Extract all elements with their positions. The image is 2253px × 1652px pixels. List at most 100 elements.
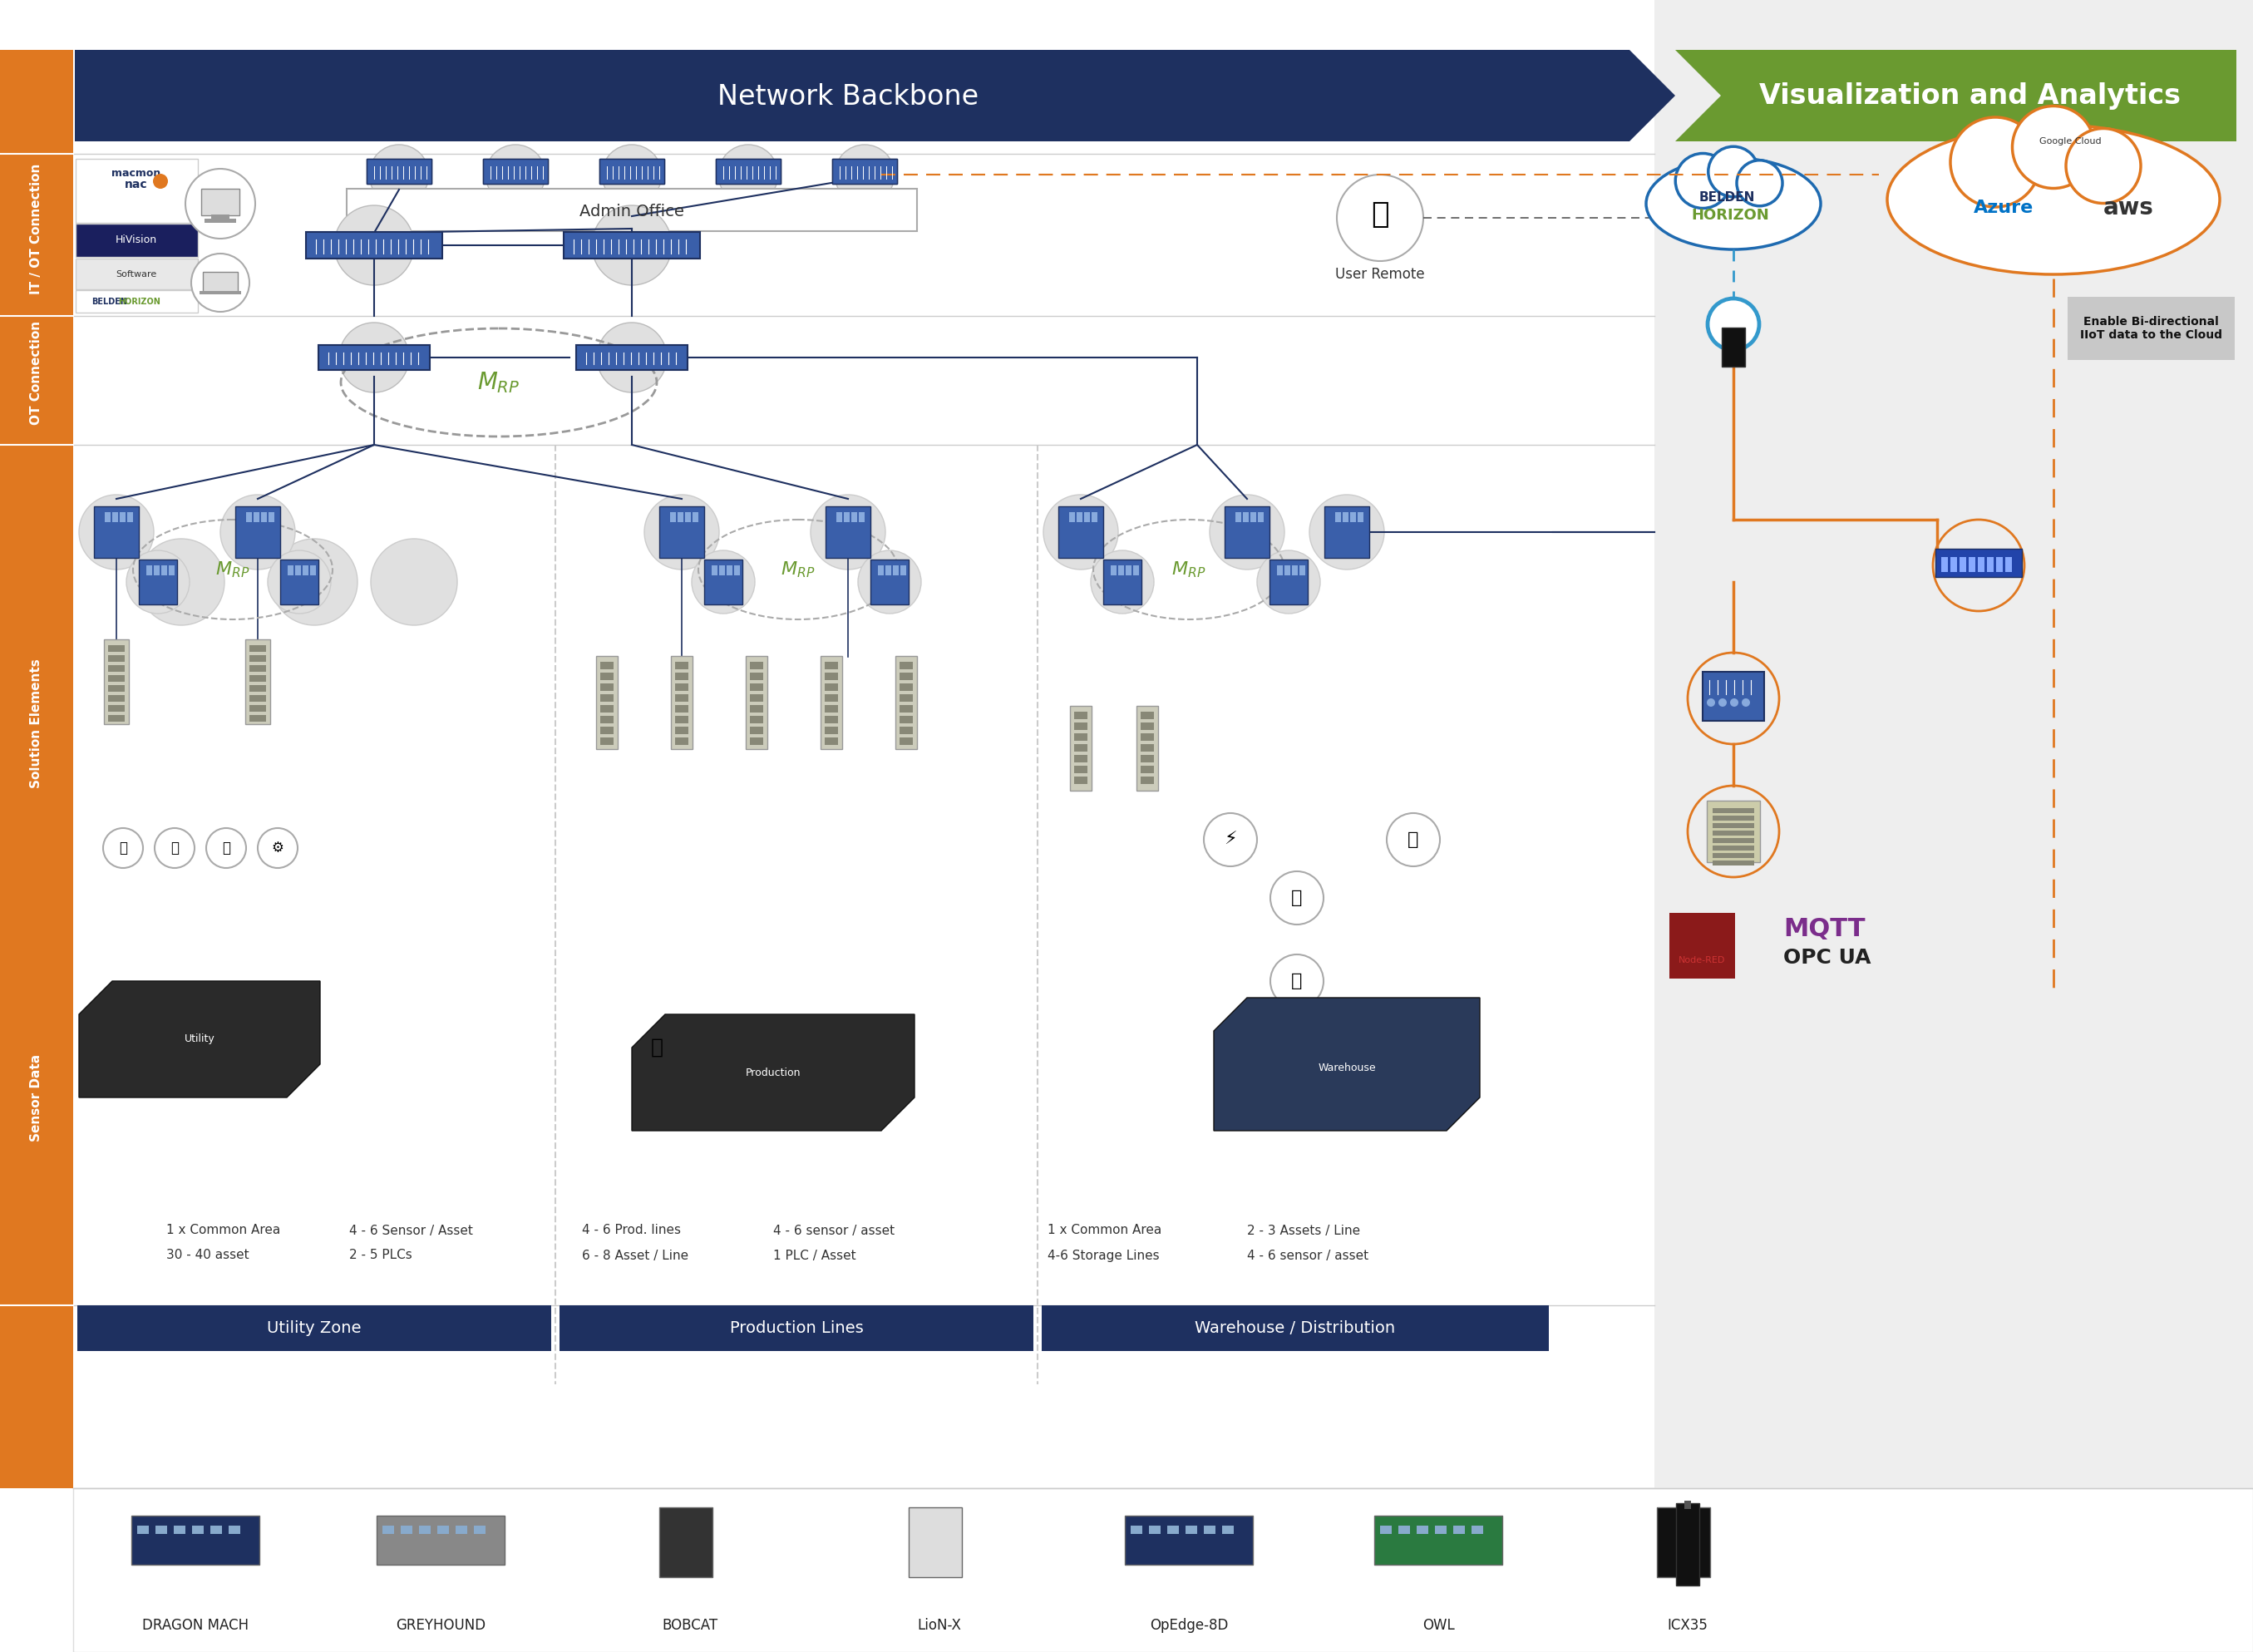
FancyBboxPatch shape	[899, 705, 912, 712]
FancyBboxPatch shape	[750, 694, 764, 702]
FancyBboxPatch shape	[250, 695, 266, 702]
FancyBboxPatch shape	[108, 695, 124, 702]
Circle shape	[207, 828, 246, 867]
FancyBboxPatch shape	[1359, 512, 1363, 522]
FancyBboxPatch shape	[1969, 557, 1976, 572]
FancyBboxPatch shape	[599, 684, 613, 691]
FancyBboxPatch shape	[899, 694, 912, 702]
FancyBboxPatch shape	[203, 273, 239, 292]
FancyBboxPatch shape	[1712, 816, 1755, 821]
Text: OT Connection: OT Connection	[29, 320, 43, 425]
FancyBboxPatch shape	[660, 1507, 712, 1578]
FancyBboxPatch shape	[104, 639, 128, 724]
Text: Software: Software	[115, 271, 158, 279]
FancyBboxPatch shape	[599, 727, 613, 733]
Text: 1 x Common Area: 1 x Common Area	[1048, 1224, 1163, 1237]
FancyBboxPatch shape	[1126, 565, 1131, 575]
FancyBboxPatch shape	[836, 512, 843, 522]
FancyBboxPatch shape	[845, 512, 849, 522]
FancyBboxPatch shape	[1075, 722, 1088, 730]
Text: 📡: 📡	[1291, 890, 1302, 907]
Text: 4 - 6 sensor / asset: 4 - 6 sensor / asset	[773, 1224, 894, 1237]
Text: 2 - 5 PLCs: 2 - 5 PLCs	[349, 1249, 412, 1262]
FancyBboxPatch shape	[1167, 1526, 1178, 1535]
FancyBboxPatch shape	[599, 705, 613, 712]
FancyBboxPatch shape	[1140, 776, 1154, 785]
FancyBboxPatch shape	[908, 1507, 962, 1578]
Text: Warehouse: Warehouse	[1318, 1062, 1377, 1074]
Circle shape	[185, 169, 255, 238]
Text: MQTT: MQTT	[1784, 917, 1865, 942]
FancyBboxPatch shape	[676, 662, 689, 669]
FancyBboxPatch shape	[119, 512, 126, 522]
Text: 4 - 6 Sensor / Asset: 4 - 6 Sensor / Asset	[349, 1224, 473, 1237]
FancyBboxPatch shape	[559, 1305, 1034, 1351]
FancyBboxPatch shape	[250, 715, 266, 722]
FancyBboxPatch shape	[746, 656, 768, 748]
Circle shape	[1951, 117, 2041, 206]
FancyBboxPatch shape	[1133, 565, 1140, 575]
Circle shape	[1271, 955, 1323, 1008]
Polygon shape	[74, 50, 1676, 142]
FancyBboxPatch shape	[1960, 557, 1967, 572]
FancyBboxPatch shape	[383, 1526, 394, 1535]
FancyBboxPatch shape	[1075, 755, 1088, 762]
FancyBboxPatch shape	[825, 506, 870, 558]
Text: IT / OT Connection: IT / OT Connection	[29, 164, 43, 294]
FancyBboxPatch shape	[482, 159, 547, 183]
FancyBboxPatch shape	[678, 512, 683, 522]
Text: Warehouse / Distribution: Warehouse / Distribution	[1194, 1320, 1395, 1336]
Circle shape	[2066, 129, 2140, 203]
FancyBboxPatch shape	[692, 512, 698, 522]
Circle shape	[602, 145, 662, 205]
FancyBboxPatch shape	[250, 666, 266, 672]
FancyBboxPatch shape	[894, 656, 917, 748]
FancyBboxPatch shape	[712, 565, 716, 575]
FancyBboxPatch shape	[1996, 557, 2003, 572]
FancyBboxPatch shape	[77, 223, 198, 258]
Text: Sensor Data: Sensor Data	[29, 1054, 43, 1142]
Text: ⚙: ⚙	[273, 841, 284, 856]
Text: Network Backbone: Network Backbone	[716, 83, 978, 111]
FancyBboxPatch shape	[246, 512, 252, 522]
FancyBboxPatch shape	[1712, 823, 1755, 828]
FancyBboxPatch shape	[162, 565, 167, 575]
FancyBboxPatch shape	[1284, 565, 1291, 575]
Text: 1 x Common Area: 1 x Common Area	[167, 1224, 279, 1237]
Circle shape	[597, 322, 667, 393]
Text: GREYHOUND: GREYHOUND	[397, 1617, 487, 1632]
FancyBboxPatch shape	[1712, 861, 1755, 866]
Text: Production Lines: Production Lines	[730, 1320, 863, 1336]
FancyBboxPatch shape	[108, 646, 124, 653]
FancyBboxPatch shape	[1235, 512, 1241, 522]
Circle shape	[1210, 494, 1284, 570]
FancyBboxPatch shape	[0, 50, 72, 1488]
FancyBboxPatch shape	[437, 1526, 448, 1535]
FancyBboxPatch shape	[750, 672, 764, 681]
FancyBboxPatch shape	[77, 259, 198, 289]
Text: HiVision: HiVision	[115, 235, 158, 246]
Circle shape	[644, 494, 719, 570]
Text: HORIZON: HORIZON	[1692, 208, 1769, 223]
Circle shape	[270, 539, 358, 624]
FancyBboxPatch shape	[825, 715, 838, 724]
Polygon shape	[1214, 998, 1480, 1130]
FancyBboxPatch shape	[825, 684, 838, 691]
FancyBboxPatch shape	[1203, 1526, 1214, 1535]
Ellipse shape	[1888, 124, 2219, 274]
Circle shape	[593, 205, 671, 286]
FancyBboxPatch shape	[1244, 512, 1248, 522]
FancyBboxPatch shape	[250, 705, 266, 712]
Circle shape	[104, 828, 142, 867]
Text: Azure: Azure	[1974, 200, 2034, 216]
FancyBboxPatch shape	[288, 565, 293, 575]
Polygon shape	[1676, 50, 2237, 142]
FancyBboxPatch shape	[1676, 1503, 1699, 1586]
FancyBboxPatch shape	[255, 512, 259, 522]
FancyBboxPatch shape	[228, 1526, 241, 1535]
Circle shape	[192, 253, 250, 312]
FancyBboxPatch shape	[1712, 846, 1755, 851]
FancyBboxPatch shape	[1417, 1526, 1428, 1535]
FancyBboxPatch shape	[901, 565, 906, 575]
FancyBboxPatch shape	[899, 715, 912, 724]
